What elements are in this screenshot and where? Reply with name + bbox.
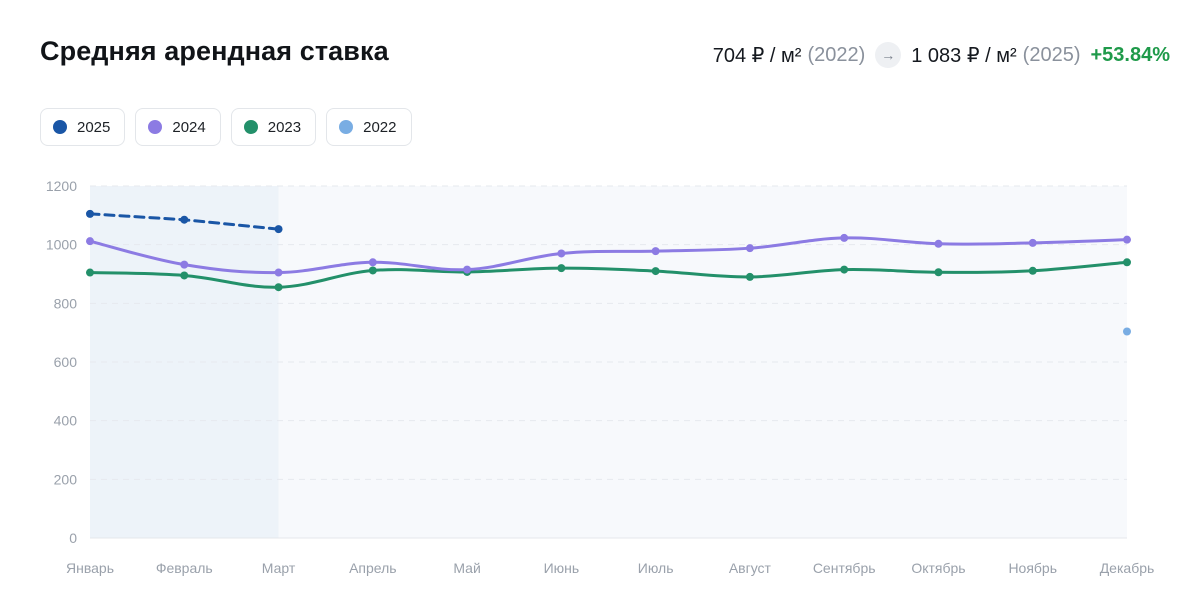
x-tick-label: Сентябрь [813,560,876,576]
to-value: 1 083 ₽ / м² [911,44,1017,67]
data-point-2023 [368,266,377,275]
y-tick-label: 200 [54,471,78,487]
data-point-2025 [180,215,189,224]
y-tick-label: 0 [69,530,77,546]
rate-change-summary: 704 ₽ / м² (2022) → 1 083 ₽ / м² (2025) … [713,42,1170,68]
y-tick-label: 1000 [46,237,77,253]
data-point-2024 [86,237,94,246]
data-point-2023 [745,272,754,281]
data-point-2023 [1123,258,1131,267]
data-point-2024 [1123,235,1131,244]
data-point-2023 [274,283,283,292]
data-point-2024 [934,239,943,248]
data-point-2023 [1028,266,1037,275]
data-point-2023 [934,268,943,277]
y-tick-label: 800 [54,295,78,311]
legend-dot-2024 [148,120,163,134]
data-point-2024 [180,260,189,269]
legend-label-2023: 2023 [267,118,302,136]
x-tick-label: Июнь [544,560,580,576]
y-tick-label: 1200 [46,178,77,194]
legend-dot-2022 [339,120,354,134]
data-point-2023 [557,264,566,273]
data-point-2024 [463,265,472,274]
x-tick-label: Октябрь [911,560,965,576]
x-tick-label: Январь [66,560,114,576]
legend-item-2025[interactable]: 2025 [40,108,126,146]
x-tick-label: Май [453,560,480,576]
legend-label-2025: 2025 [77,118,111,136]
data-point-2024 [557,249,566,258]
data-point-2025 [86,209,94,218]
series-line-2024 [89,236,1128,275]
legend-item-2022[interactable]: 2022 [326,108,412,146]
to-year: (2025) [1022,43,1081,66]
from-year: (2022) [807,43,866,66]
highlighted-period [90,186,279,538]
x-tick-label: Март [262,560,296,576]
data-point-2023 [840,265,849,274]
x-tick-label: Декабрь [1100,560,1155,576]
legend-label-2024: 2024 [172,118,206,136]
legend-item-2024[interactable]: 2024 [135,108,221,146]
data-point-2025 [274,225,283,234]
data-point-2024 [651,247,660,256]
x-tick-label: Апрель [349,560,397,576]
data-point-2024 [745,244,754,253]
chart-title: Средняя арендная ставка [40,36,389,66]
data-point-2024 [274,268,283,277]
x-tick-label: Июль [638,560,674,576]
legend-item-2023[interactable]: 2023 [230,108,317,146]
chart-legend: 2025 2024 2023 2022 [40,108,412,146]
from-value: 704 ₽ / м² [712,44,802,67]
data-point-2023 [86,268,94,277]
x-tick-label: Август [729,560,772,576]
y-tick-label: 600 [54,354,78,370]
x-tick-label: Февраль [156,560,213,576]
x-tick-label: Ноябрь [1008,560,1057,576]
data-point-2024 [1028,238,1037,247]
series-line-2023 [89,260,1128,289]
arrow-right-icon: → [875,42,902,68]
change-percent: +53.84% [1090,43,1170,66]
data-point-2023 [180,271,189,280]
data-point-2023 [651,267,660,276]
y-tick-label: 400 [54,413,78,429]
legend-dot-2025 [53,120,67,134]
legend-dot-2023 [243,120,258,134]
data-point-2022 [1123,327,1131,336]
data-point-2024 [840,233,849,242]
legend-label-2022: 2022 [363,118,397,136]
data-point-2024 [368,258,377,267]
